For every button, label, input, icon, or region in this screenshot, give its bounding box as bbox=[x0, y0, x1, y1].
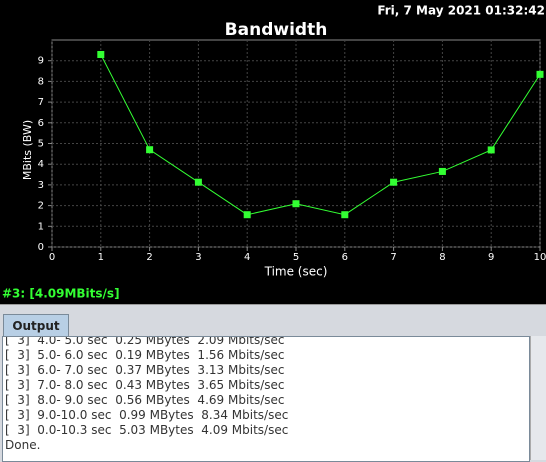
point-marker bbox=[341, 211, 349, 219]
y-tick-label: 4 bbox=[38, 159, 44, 170]
legend-entry: #3: [4.09MBits/s] bbox=[2, 287, 120, 301]
y-tick-label: 8 bbox=[38, 76, 44, 87]
point-marker bbox=[194, 178, 202, 186]
output-tab[interactable]: Output bbox=[3, 314, 69, 337]
x-tick-label: 9 bbox=[488, 252, 494, 263]
y-tick-label: 7 bbox=[38, 97, 44, 108]
point-marker bbox=[292, 200, 300, 208]
y-tick-label: 9 bbox=[38, 56, 44, 67]
output-line: [ 3] 7.0- 8.0 sec 0.43 MBytes 3.65 Mbits… bbox=[5, 378, 285, 392]
chart: Fri, 7 May 2021 01:32:42 Bandwidth Time … bbox=[2, 4, 546, 301]
output-line: [ 3] 6.0- 7.0 sec 0.37 MBytes 3.13 Mbits… bbox=[5, 363, 285, 377]
output-lines: [ 3] 4.0- 5.0 sec 0.25 MBytes 2.09 Mbits… bbox=[5, 336, 529, 453]
y-tick-label: 6 bbox=[38, 118, 44, 129]
point-marker bbox=[487, 146, 495, 154]
y-tick-label: 3 bbox=[38, 180, 44, 191]
y-tick-label: 1 bbox=[38, 221, 44, 232]
output-line: [ 3] 4.0- 5.0 sec 0.25 MBytes 2.09 Mbits… bbox=[5, 336, 285, 347]
point-marker bbox=[536, 70, 544, 78]
point-marker bbox=[438, 167, 446, 175]
point-marker bbox=[243, 211, 251, 219]
output-line: [ 3] 8.0- 9.0 sec 0.56 MBytes 4.69 Mbits… bbox=[5, 393, 285, 407]
x-axis-label: Time (sec) bbox=[264, 265, 328, 279]
tab-bar: Output bbox=[0, 304, 546, 337]
y-tick-label: 5 bbox=[38, 139, 44, 150]
point-marker bbox=[146, 146, 154, 154]
x-tick-label: 1 bbox=[98, 252, 104, 263]
x-tick-label: 0 bbox=[49, 252, 55, 263]
x-tick-label: 4 bbox=[244, 252, 250, 263]
point-marker bbox=[97, 50, 105, 58]
point-marker bbox=[390, 178, 398, 186]
x-tick-label: 8 bbox=[439, 252, 445, 263]
x-tick-label: 10 bbox=[534, 252, 546, 263]
x-tick-label: 5 bbox=[293, 252, 299, 263]
clock: Fri, 7 May 2021 01:32:42 bbox=[377, 4, 545, 18]
output-line: [ 3] 9.0-10.0 sec 0.99 MBytes 8.34 Mbits… bbox=[5, 408, 289, 422]
chart-title: Bandwidth bbox=[225, 20, 328, 40]
x-tick-label: 2 bbox=[146, 252, 152, 263]
y-axis-label: MBits (BW) bbox=[21, 120, 34, 180]
x-tick-label: 6 bbox=[342, 252, 348, 263]
output-line: [ 3] 0.0-10.3 sec 5.03 MBytes 4.09 Mbits… bbox=[5, 423, 289, 437]
chart-panel: Fri, 7 May 2021 01:32:42 Bandwidth Time … bbox=[0, 0, 546, 304]
series-line bbox=[100, 54, 541, 216]
output-line: Done. bbox=[5, 438, 41, 452]
y-tick-label: 2 bbox=[38, 201, 44, 212]
y-tick-label: 0 bbox=[38, 242, 44, 253]
output-line: [ 3] 5.0- 6.0 sec 0.19 MBytes 1.56 Mbits… bbox=[5, 348, 285, 362]
x-tick-label: 3 bbox=[195, 252, 201, 263]
output-area: [ 3] 4.0- 5.0 sec 0.25 MBytes 2.09 Mbits… bbox=[2, 336, 530, 462]
scrollbar[interactable] bbox=[530, 336, 546, 460]
x-tick-label: 7 bbox=[390, 252, 396, 263]
